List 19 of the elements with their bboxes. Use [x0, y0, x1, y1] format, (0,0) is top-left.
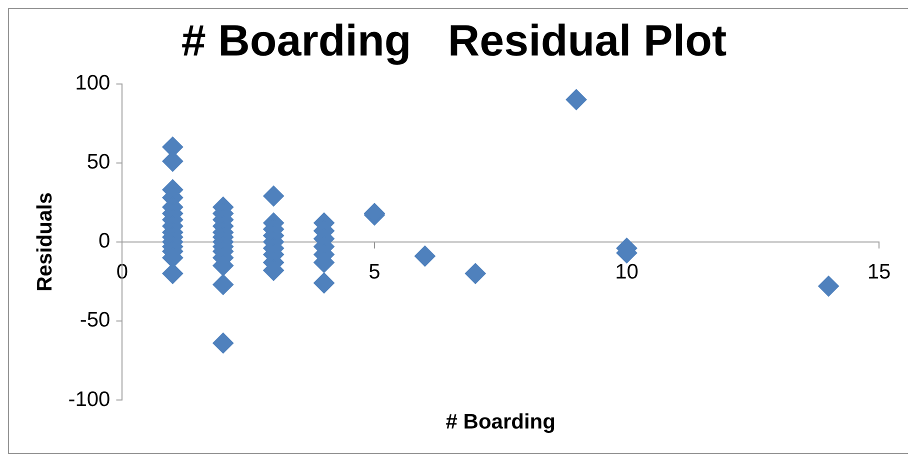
point: [212, 332, 234, 354]
y-tick-label: 50: [86, 150, 110, 174]
x-axis-title: # Boarding: [446, 410, 556, 434]
point: [263, 186, 284, 207]
point: [566, 89, 587, 110]
x-tick-label: 5: [368, 260, 380, 284]
y-tick-label: 0: [98, 230, 110, 253]
x-tick-label: 10: [615, 260, 638, 284]
x-tick-label: 15: [867, 260, 891, 284]
chart-title: # Boarding Residual Plot: [181, 16, 727, 66]
point: [464, 263, 486, 284]
point: [818, 276, 840, 297]
point: [314, 272, 335, 294]
y-tick-label: 100: [75, 72, 110, 95]
y-tick-label: -50: [80, 308, 110, 332]
y-axis-title: Residuals: [33, 192, 56, 292]
point: [212, 274, 234, 296]
y-tick-label: -100: [68, 388, 110, 411]
point: [414, 246, 436, 267]
